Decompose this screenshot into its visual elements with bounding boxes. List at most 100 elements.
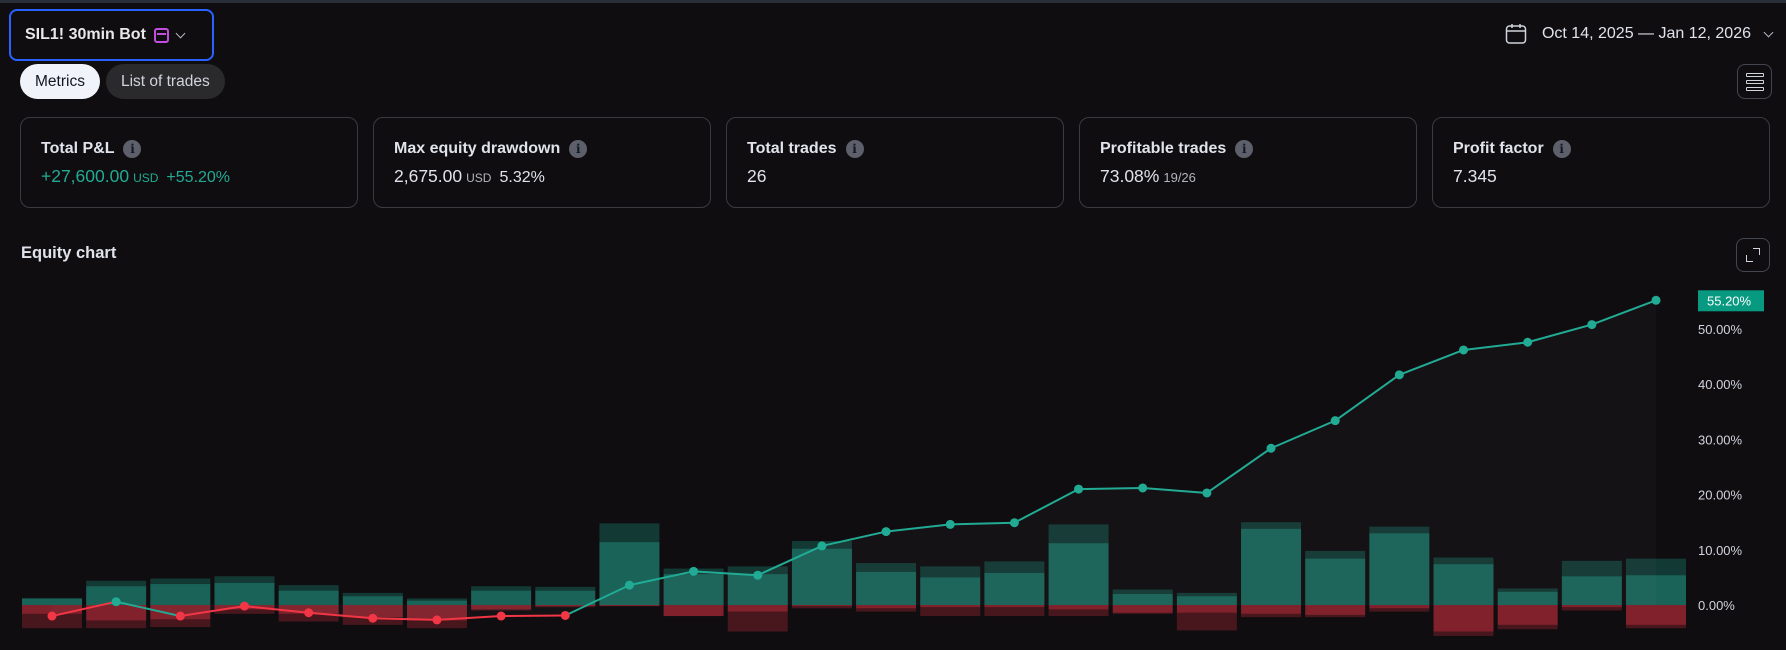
strategy-name: SIL1! 30min Bot — [25, 26, 146, 43]
runup-bar-extended — [856, 563, 917, 572]
runup-bar-extended — [1048, 524, 1109, 544]
equity-line-segment — [757, 545, 823, 577]
drawdown-bar-extended — [856, 608, 917, 612]
runup-bar-extended — [1176, 592, 1237, 597]
calendar-icon — [153, 27, 169, 43]
drawdown-bar — [1497, 605, 1558, 625]
runup-bar — [1433, 564, 1494, 605]
equity-line-segment — [501, 614, 566, 618]
runup-bar — [1369, 533, 1430, 605]
equity-line-segment — [1142, 486, 1207, 494]
date-range-selector[interactable]: Oct 14, 2025 — Jan 12, 2026 — [1504, 18, 1774, 50]
equity-point — [1587, 320, 1597, 330]
view-tabs: Metrics List of trades — [20, 64, 225, 99]
drawdown-bar — [1176, 605, 1237, 613]
equity-point — [560, 610, 570, 620]
runup-bar — [471, 590, 532, 605]
layout-row-icon — [1745, 79, 1764, 84]
metric-value: 26 — [747, 166, 767, 186]
equity-point — [1523, 337, 1533, 347]
tab-metrics[interactable]: Metrics — [20, 64, 100, 99]
runup-bar — [1048, 543, 1109, 605]
metric-card-profit-factor: Profit factor i 7.345 — [1432, 117, 1770, 208]
equity-point — [1266, 443, 1276, 453]
info-icon[interactable]: i — [123, 140, 142, 158]
drawdown-bar-extended — [1433, 631, 1494, 636]
runup-bar — [406, 600, 467, 605]
drawdown-bar — [471, 605, 532, 610]
metric-unit: USD — [133, 171, 159, 185]
equity-line-segment — [244, 605, 309, 614]
strategy-selector-button[interactable]: SIL1! 30min Bot — [9, 9, 214, 61]
equity-point — [1330, 416, 1340, 426]
runup-bar-extended — [599, 523, 660, 543]
drawdown-bar-extended — [984, 607, 1045, 617]
equity-point — [1074, 484, 1084, 494]
tab-list-of-trades[interactable]: List of trades — [105, 64, 225, 99]
expand-chart-button[interactable] — [1736, 238, 1770, 272]
drawdown-bar — [22, 605, 82, 614]
equity-point — [1651, 295, 1661, 305]
metric-title: Max equity drawdown — [394, 140, 561, 157]
info-icon[interactable]: i — [1552, 140, 1571, 158]
top-divider — [0, 0, 1786, 3]
runup-bar-extended — [1305, 550, 1366, 559]
chevron-down-icon — [175, 28, 186, 38]
equity-point — [304, 608, 314, 618]
y-axis-tick-label: 40.00% — [1698, 377, 1743, 392]
equity-point — [1138, 483, 1148, 493]
metric-ratio: 19/26 — [1163, 170, 1196, 185]
date-range-label: Oct 14, 2025 — Jan 12, 2026 — [1541, 25, 1751, 42]
drawdown-bar — [1626, 605, 1686, 625]
drawdown-bar-extended — [1241, 613, 1302, 618]
runup-bar — [150, 584, 211, 605]
last-value-label: 55.20% — [1707, 293, 1752, 308]
metric-card-total-pnl: Total P&L i +27,600.00 USD +55.20% — [20, 117, 358, 208]
y-axis-tick-label: 0.00% — [1698, 598, 1735, 613]
drawdown-bar — [1048, 605, 1109, 610]
runup-bar-extended — [214, 576, 275, 583]
runup-bar-extended — [406, 598, 467, 601]
info-icon[interactable]: i — [569, 140, 588, 158]
drawdown-bar — [599, 605, 660, 607]
equity-line-segment — [1013, 488, 1080, 524]
equity-line-segment — [1206, 447, 1272, 494]
last-value-badge — [1698, 290, 1764, 312]
drawdown-bar-extended — [791, 606, 852, 609]
runup-bar-extended — [727, 566, 788, 575]
runup-bar-extended — [1241, 522, 1302, 529]
runup-bar — [984, 572, 1045, 605]
equity-line-segment — [180, 605, 245, 618]
drawdown-bar-extended — [214, 609, 275, 614]
runup-bar-extended — [1433, 557, 1494, 565]
info-icon[interactable]: i — [1235, 140, 1254, 158]
metric-percent: +55.20% — [166, 169, 231, 186]
runup-bar-extended — [278, 585, 339, 591]
equity-point — [47, 611, 57, 621]
equity-point — [111, 597, 121, 607]
runup-bar-extended — [471, 586, 532, 591]
drawdown-bar-extended — [727, 611, 788, 632]
drawdown-bar — [984, 605, 1045, 608]
y-axis-tick-label: 30.00% — [1698, 432, 1743, 447]
equity-line-segment — [564, 584, 630, 617]
runup-bar — [86, 586, 147, 605]
runup-bar — [1561, 576, 1622, 605]
runup-bar-extended — [984, 561, 1045, 573]
layout-row-icon — [1745, 72, 1764, 77]
equity-line-segment — [1463, 341, 1528, 351]
info-icon[interactable]: i — [845, 140, 864, 158]
equity-point — [1009, 518, 1019, 528]
runup-bar — [856, 571, 917, 605]
equity-line-segment — [436, 615, 502, 621]
drawdown-bar — [1112, 605, 1173, 613]
metrics-cards: Total P&L i +27,600.00 USD +55.20% Max e… — [20, 117, 1770, 208]
layout-toggle-button[interactable] — [1737, 64, 1772, 99]
equity-area — [52, 300, 1656, 620]
equity-point — [689, 566, 699, 576]
layout-row-icon — [1745, 86, 1764, 91]
metric-card-max-drawdown: Max equity drawdown i 2,675.00 USD 5.32% — [373, 117, 711, 208]
equity-line-segment — [308, 611, 373, 620]
runup-bar-extended — [1112, 589, 1173, 594]
drawdown-bar — [727, 605, 788, 612]
